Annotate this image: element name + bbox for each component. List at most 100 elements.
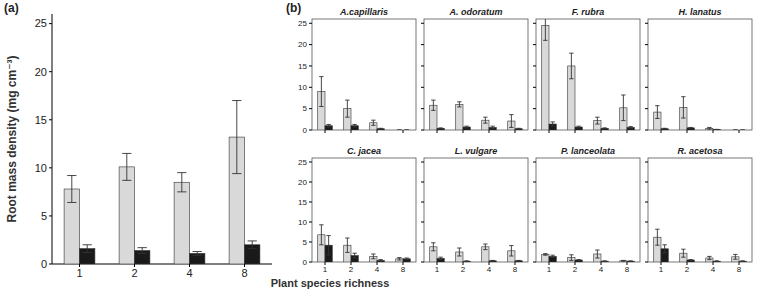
panel: 05101520251248C. jacea <box>298 146 416 274</box>
y-tick <box>421 182 424 183</box>
y-tick <box>309 202 312 203</box>
y-tick <box>533 242 536 243</box>
error-bar <box>602 260 606 262</box>
y-tick-label: 5 <box>303 238 308 247</box>
y-tick <box>645 108 648 109</box>
y-tick <box>49 215 52 216</box>
error-bar <box>248 241 257 249</box>
x-tick-label: 8 <box>625 265 630 274</box>
bar <box>403 130 410 131</box>
marks <box>318 225 411 262</box>
error-bar <box>509 115 513 128</box>
error-bar <box>464 260 468 262</box>
error-bar <box>550 255 554 257</box>
x-tick-label: 4 <box>487 265 492 274</box>
bar <box>463 127 470 130</box>
bar <box>542 25 549 130</box>
error-bar <box>326 236 330 255</box>
error-bar <box>569 53 573 79</box>
x-tick <box>489 130 490 133</box>
panel: F. rubra <box>533 7 640 133</box>
marks <box>318 77 409 130</box>
error-bar <box>345 100 349 117</box>
y-tick <box>533 202 536 203</box>
bar <box>575 127 582 130</box>
marks <box>654 229 747 262</box>
error-bar <box>438 127 442 129</box>
x-tick <box>463 130 464 133</box>
y-tick <box>421 65 424 66</box>
y-tick <box>309 242 312 243</box>
x-tick-label: 1 <box>659 265 664 274</box>
error-bar <box>438 257 442 259</box>
y-tick <box>421 108 424 109</box>
y-tick-label: 15 <box>298 198 307 207</box>
error-bar <box>457 248 461 256</box>
y-tick <box>645 23 648 24</box>
x-tick-label: 1 <box>323 265 328 274</box>
error-bar <box>569 255 573 261</box>
error-bar <box>177 173 186 192</box>
bar <box>515 129 522 130</box>
panel: 1248R. acetosa <box>645 146 752 274</box>
error-bar <box>457 102 461 107</box>
y-tick <box>309 65 312 66</box>
x-tick-label: 2 <box>349 265 354 274</box>
error-bar <box>319 225 323 245</box>
x-tick-label: 4 <box>711 265 716 274</box>
y-tick <box>309 23 312 24</box>
frame <box>312 158 416 262</box>
bar <box>601 128 608 130</box>
bar <box>437 128 444 130</box>
y-tick <box>645 202 648 203</box>
x-tick <box>377 130 378 133</box>
x-tick <box>325 130 326 133</box>
error-bar <box>707 256 711 259</box>
bar <box>377 129 384 130</box>
error-bar <box>714 260 718 262</box>
error-bar <box>576 126 580 128</box>
frame <box>536 158 640 262</box>
y-tick-label: 10 <box>35 162 47 174</box>
error-bar <box>516 260 520 262</box>
y-tick-label: 20 <box>298 40 307 49</box>
y-tick-label: 5 <box>41 210 47 222</box>
error-bar <box>397 258 401 260</box>
marks <box>64 101 260 264</box>
y-tick-label: 0 <box>303 258 308 267</box>
bar <box>489 261 496 262</box>
error-bar <box>431 243 435 251</box>
error-bar <box>602 127 606 129</box>
x-tick <box>403 130 404 133</box>
y-tick-label: 0 <box>303 126 308 135</box>
y-tick <box>533 65 536 66</box>
bar <box>119 167 134 264</box>
error-bar <box>319 77 323 107</box>
error-bar <box>371 254 375 259</box>
panel-title: R. acetosa <box>677 146 722 156</box>
y-tick-label: 15 <box>298 62 307 71</box>
y-tick <box>645 65 648 66</box>
error-bar <box>483 117 487 123</box>
marks <box>542 250 635 262</box>
bar <box>739 261 746 262</box>
error-bar <box>490 260 494 262</box>
y-tick <box>309 262 312 263</box>
y-tick <box>309 108 312 109</box>
y-tick <box>533 262 536 263</box>
bar <box>463 261 470 262</box>
error-bar <box>371 120 375 125</box>
bar <box>403 259 410 262</box>
error-bar <box>662 245 666 253</box>
frame <box>312 19 416 130</box>
panel: 1248L. vulgare <box>421 146 528 274</box>
y-tick <box>533 108 536 109</box>
error-bar <box>404 258 408 260</box>
y-tick <box>533 130 536 131</box>
error-bar <box>655 106 659 119</box>
bar <box>601 261 608 262</box>
x-tick <box>739 130 740 133</box>
error-bar <box>122 153 131 180</box>
error-bar <box>490 126 494 129</box>
y-tick <box>533 162 536 163</box>
